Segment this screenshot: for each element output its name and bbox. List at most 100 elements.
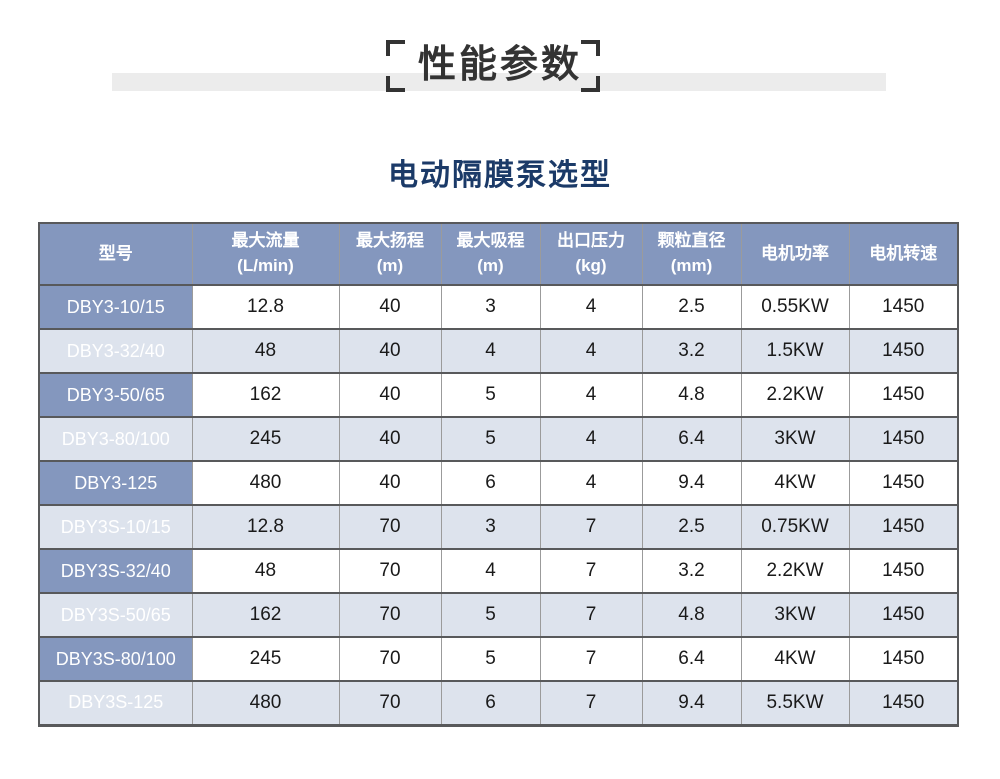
table-cell: 4KW (740, 461, 849, 505)
column-header-8: 电机转速 (848, 223, 958, 285)
table-cell: 245 (191, 637, 339, 681)
table-cell: 40 (338, 285, 441, 329)
table-cell: 70 (338, 637, 441, 681)
table-cell: 3.2 (641, 329, 741, 373)
table-cell: 9.4 (641, 461, 741, 505)
table-cell: 3.2 (641, 549, 741, 593)
table-cell: 3 (440, 505, 540, 549)
table-cell: 6.4 (641, 637, 741, 681)
table-cell: 5 (440, 637, 540, 681)
table-cell: 6 (440, 461, 540, 505)
spec-table-header: 型号 最大流量 (L/min) 最大扬程 (m) 最大吸程 (m) 出口压力 (kg) 颗粒直径(… (39, 223, 958, 285)
table-cell: 1450 (848, 681, 958, 725)
table-cell: 48 (191, 329, 339, 373)
table-cell: 7 (539, 681, 642, 725)
table-row-3: DBY3-50/65 162 40 5 4 4.8 2.2KW 1450 (39, 373, 958, 417)
spec-table-body: DBY3-10/15 12.8 40 3 4 2.5 0.55KW 1450 DBY3-32/4… (39, 285, 958, 725)
table-cell: 4 (539, 373, 642, 417)
table-cell: 1450 (848, 637, 958, 681)
table-cell: 7 (539, 549, 642, 593)
table-cell: 245 (191, 417, 339, 461)
table-cell: 1450 (848, 373, 958, 417)
column-header-4: 最大吸程 (m) (440, 223, 540, 285)
section-subtitle: 电动隔膜泵选型 (388, 159, 612, 192)
table-cell: 7 (539, 593, 642, 637)
table-row-1: DBY3-10/15 12.8 40 3 4 2.5 0.55KW 1450 (39, 285, 958, 329)
table-cell: 2.2KW (740, 549, 849, 593)
model-cell: DBY3S-32/40 (39, 549, 192, 593)
table-cell: 6.4 (641, 417, 741, 461)
table-cell: 4 (440, 329, 540, 373)
table-row-9: DBY3S-80/100 245 70 5 7 6.4 4KW 1450 (39, 637, 958, 681)
table-cell: 1450 (848, 461, 958, 505)
column-header-6: 颗粒直径 (mm) (641, 223, 741, 285)
column-header-5: 出口压力 (kg) (539, 223, 642, 285)
bracket-bottom-right-icon (581, 76, 600, 92)
table-row-4: DBY3-80/100 245 40 5 4 6.4 3KW 1450 (39, 417, 958, 461)
model-cell: DBY3S-10/15 (39, 505, 192, 549)
table-cell: 4.8 (641, 593, 741, 637)
table-cell: 1450 (848, 549, 958, 593)
table-cell: 5 (440, 373, 540, 417)
spec-table: 型号 最大流量 (L/min) 最大扬程 (m) 最大吸程 (m) 出口压力 (kg) 颗粒直径(… (38, 222, 959, 727)
table-cell: 4 (539, 417, 642, 461)
table-cell: 40 (338, 373, 441, 417)
model-cell: DBY3S-50/65 (39, 593, 192, 637)
bracket-top-left-icon (386, 40, 405, 56)
title-highlight-band (112, 73, 886, 91)
table-cell: 70 (338, 549, 441, 593)
table-row-8: DBY3S-50/65 162 70 5 7 4.8 3KW 1450 (39, 593, 958, 637)
table-cell: 4.8 (641, 373, 741, 417)
table-cell: 40 (338, 417, 441, 461)
table-cell: 7 (539, 637, 642, 681)
model-cell: DBY3-125 (39, 461, 192, 505)
table-cell: 5.5KW (740, 681, 849, 725)
table-cell: 5 (440, 593, 540, 637)
table-cell: 1450 (848, 417, 958, 461)
column-header-2: 最大流量 (L/min) (191, 223, 339, 285)
table-cell: 7 (539, 505, 642, 549)
table-cell: 4 (539, 285, 642, 329)
title-banner: 性能参数 (0, 0, 1000, 120)
column-header-3: 最大扬程 (m) (338, 223, 441, 285)
model-cell: DBY3-32/40 (39, 329, 192, 373)
column-header-1: 型号 (39, 223, 192, 285)
table-cell: 2.2KW (740, 373, 849, 417)
table-cell: 0.55KW (740, 285, 849, 329)
table-cell: 40 (338, 461, 441, 505)
table-row-10: DBY3S-125 480 70 6 7 9.4 5.5KW 1450 (39, 681, 958, 725)
table-cell: 4 (539, 329, 642, 373)
table-row-5: DBY3-125 480 40 6 4 9.4 4KW 1450 (39, 461, 958, 505)
table-cell: 3 (440, 285, 540, 329)
table-cell: 40 (338, 329, 441, 373)
table-cell: 1450 (848, 329, 958, 373)
table-cell: 1450 (848, 285, 958, 329)
table-cell: 4 (440, 549, 540, 593)
table-cell: 70 (338, 593, 441, 637)
table-cell: 9.4 (641, 681, 741, 725)
page-title: 性能参数 (417, 44, 582, 86)
table-cell: 3KW (740, 417, 849, 461)
table-cell: 48 (191, 549, 339, 593)
title-bracket-frame (386, 40, 600, 92)
table-cell: 12.8 (191, 505, 339, 549)
table-cell: 162 (191, 593, 339, 637)
table-cell: 1450 (848, 505, 958, 549)
table-row-2: DBY3-32/40 48 40 4 4 3.2 1.5KW 1450 (39, 329, 958, 373)
table-cell: 1450 (848, 593, 958, 637)
table-cell: 6 (440, 681, 540, 725)
table-cell: 70 (338, 681, 441, 725)
table-row-6: DBY3S-10/15 12.8 70 3 7 2.5 0.75KW 1450 (39, 505, 958, 549)
model-cell: DBY3-80/100 (39, 417, 192, 461)
model-cell: DBY3-10/15 (39, 285, 192, 329)
table-cell: 3KW (740, 593, 849, 637)
column-header-7: 电机功率 (740, 223, 849, 285)
table-row-7: DBY3S-32/40 48 70 4 7 3.2 2.2KW 1450 (39, 549, 958, 593)
table-cell: 4 (539, 461, 642, 505)
model-cell: DBY3S-80/100 (39, 637, 192, 681)
table-cell: 162 (191, 373, 339, 417)
model-cell: DBY3S-125 (39, 681, 192, 725)
bracket-top-right-icon (581, 40, 600, 56)
table-cell: 70 (338, 505, 441, 549)
table-cell: 12.8 (191, 285, 339, 329)
